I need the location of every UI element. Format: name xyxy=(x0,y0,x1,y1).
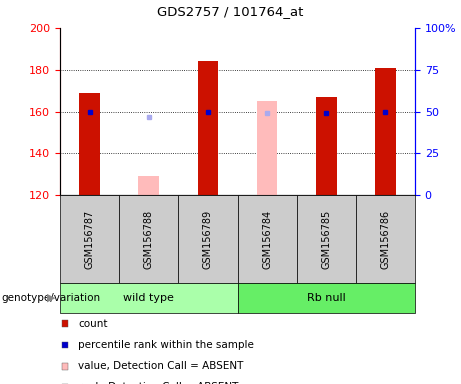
Text: count: count xyxy=(78,319,108,329)
Text: ▶: ▶ xyxy=(47,293,55,303)
Text: value, Detection Call = ABSENT: value, Detection Call = ABSENT xyxy=(78,361,244,371)
Text: Rb null: Rb null xyxy=(307,293,346,303)
Text: GSM156788: GSM156788 xyxy=(144,209,154,268)
Text: GDS2757 / 101764_at: GDS2757 / 101764_at xyxy=(157,5,304,18)
Text: GSM156784: GSM156784 xyxy=(262,209,272,268)
Text: rank, Detection Call = ABSENT: rank, Detection Call = ABSENT xyxy=(78,382,239,384)
Text: genotype/variation: genotype/variation xyxy=(1,293,100,303)
Text: wild type: wild type xyxy=(123,293,174,303)
Bar xyxy=(316,97,337,195)
Text: GSM156785: GSM156785 xyxy=(321,209,331,269)
Text: GSM156787: GSM156787 xyxy=(84,209,95,269)
Text: GSM156789: GSM156789 xyxy=(203,209,213,268)
Bar xyxy=(198,61,218,195)
Bar xyxy=(79,93,100,195)
Bar xyxy=(257,101,278,195)
Text: percentile rank within the sample: percentile rank within the sample xyxy=(78,340,254,350)
Text: GSM156786: GSM156786 xyxy=(380,209,390,268)
Bar xyxy=(375,68,396,195)
Bar xyxy=(138,176,159,195)
